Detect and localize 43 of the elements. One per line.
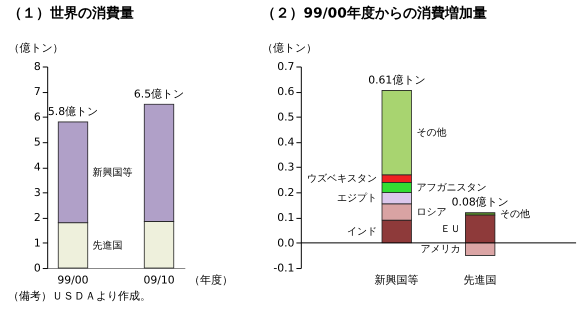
y-tick-label: 3 xyxy=(34,186,41,199)
y-tick-label: 2 xyxy=(34,211,41,224)
x-tick-label: 99/00 xyxy=(57,273,89,286)
series-label: エジプト xyxy=(337,192,378,204)
y-tick-label: 0.2 xyxy=(277,186,294,199)
chart-title: （２）99/00年度からの消費増加量 xyxy=(262,4,487,22)
series-label: その他 xyxy=(416,126,446,139)
series-label: アフガニスタン xyxy=(416,182,486,194)
total-label: 6.5億トン xyxy=(134,87,184,100)
text: （備考）ＵＳＤＡより作成。 xyxy=(8,289,151,302)
series-label: ウズベキスタン xyxy=(307,172,378,185)
y-tick-label: 0.7 xyxy=(277,60,294,73)
y-tick-label: 4 xyxy=(34,160,41,174)
series-label: 新興国等 xyxy=(92,166,133,178)
x-tick-label: 新興国等 xyxy=(374,273,419,286)
y-tick-label: 5 xyxy=(34,136,41,149)
chart-title: （１）世界の消費量 xyxy=(8,5,134,22)
y-tick-label: 0 xyxy=(34,261,41,274)
y-tick-label: 6 xyxy=(34,110,41,124)
y-tick-label: 1 xyxy=(34,236,41,250)
x-axis-title: （年度） xyxy=(189,273,234,286)
y-tick-label: -0.1 xyxy=(273,261,294,274)
y-tick-label: 0.1 xyxy=(277,211,294,224)
total-label: 0.08億トン xyxy=(452,196,509,209)
y-tick-label: 8 xyxy=(34,60,41,73)
y-tick-label: 0.5 xyxy=(277,110,294,124)
series-label: インド xyxy=(347,226,378,238)
y-axis-title: （億トン） xyxy=(262,41,317,54)
y-axis-title: （億トン） xyxy=(8,41,64,54)
y-tick-label: 0.0 xyxy=(277,236,295,250)
series-label: アメリカ xyxy=(420,244,460,256)
x-tick-label: 先進国 xyxy=(464,273,497,286)
total-label: 5.8億トン xyxy=(48,105,98,118)
x-tick-label: 09/10 xyxy=(143,273,175,286)
series-label: ロシア xyxy=(416,206,446,218)
series-label: その他 xyxy=(500,208,530,220)
total-label: 0.61億トン xyxy=(368,74,426,87)
y-tick-label: 0.6 xyxy=(277,85,295,98)
y-tick-label: 7 xyxy=(34,85,41,98)
y-tick-label: 0.3 xyxy=(277,160,294,174)
series-label: 先進国 xyxy=(92,239,123,252)
y-tick-label: 0.4 xyxy=(277,136,295,149)
series-label: ＥＵ xyxy=(440,224,460,235)
